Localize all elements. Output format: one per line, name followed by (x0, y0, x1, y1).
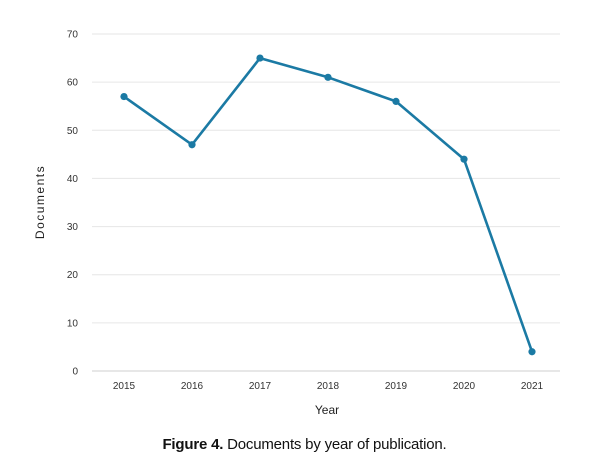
x-tick-label: 2017 (249, 381, 272, 392)
series-line-0 (122, 56, 534, 354)
y-axis-ticks: 0 10 20 30 40 50 60 70 (67, 30, 79, 378)
y-tick-label: 10 (67, 318, 79, 329)
y-tick-label: 30 (67, 222, 79, 233)
data-point-2019 (392, 97, 400, 105)
y-tick-label: 40 (67, 174, 79, 185)
x-axis-ticks: 2015 2016 2017 2018 2019 2020 2021 (113, 381, 544, 392)
data-point-2017 (256, 54, 264, 62)
data-point-2020 (460, 155, 468, 163)
data-point-2015 (120, 92, 128, 101)
x-tick-label: 2018 (317, 381, 340, 392)
series-group (120, 54, 536, 356)
x-tick-label: 2019 (385, 381, 408, 392)
data-point-2016 (188, 141, 196, 149)
x-tick-label: 2021 (521, 381, 544, 392)
y-tick-label: 0 (72, 367, 78, 378)
caption-label: Figure 4. (162, 436, 224, 453)
y-tick-label: 20 (67, 270, 79, 281)
x-axis-title: Year (315, 403, 339, 417)
line-chart: 0 10 20 30 40 50 60 70 2015 2016 2017 2018 2019 2020… (33, 30, 560, 417)
data-point-2021 (528, 348, 536, 356)
y-tick-label: 50 (67, 126, 79, 137)
y-axis-title: Documents (33, 165, 47, 239)
y-tick-label: 60 (67, 78, 79, 89)
y-tick-label: 70 (67, 30, 79, 41)
figure-caption: Figure 4. Documents by year of publicati… (0, 436, 609, 453)
x-tick-label: 2020 (453, 381, 476, 392)
data-point-2018 (324, 73, 332, 81)
x-tick-label: 2016 (181, 381, 204, 392)
x-tick-label: 2015 (113, 381, 136, 392)
caption-text: Documents by year of publication. (223, 436, 447, 453)
